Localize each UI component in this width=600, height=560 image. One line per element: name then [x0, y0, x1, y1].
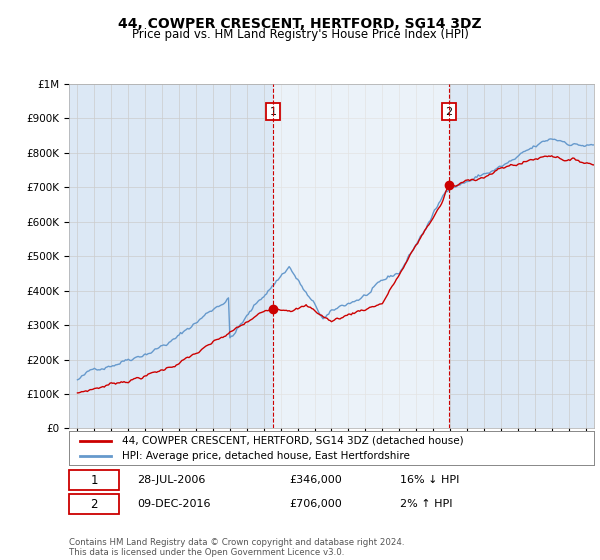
Text: 16% ↓ HPI: 16% ↓ HPI	[400, 475, 459, 485]
Text: 09-DEC-2016: 09-DEC-2016	[137, 500, 211, 510]
Text: 1: 1	[91, 474, 98, 487]
Text: 28-JUL-2006: 28-JUL-2006	[137, 475, 206, 485]
FancyBboxPatch shape	[69, 470, 119, 491]
FancyBboxPatch shape	[69, 494, 119, 515]
Text: 44, COWPER CRESCENT, HERTFORD, SG14 3DZ (detached house): 44, COWPER CRESCENT, HERTFORD, SG14 3DZ …	[121, 436, 463, 446]
Text: £706,000: £706,000	[290, 500, 342, 510]
Text: 2: 2	[445, 106, 452, 116]
Text: 44, COWPER CRESCENT, HERTFORD, SG14 3DZ: 44, COWPER CRESCENT, HERTFORD, SG14 3DZ	[118, 17, 482, 31]
Text: Contains HM Land Registry data © Crown copyright and database right 2024.
This d: Contains HM Land Registry data © Crown c…	[69, 538, 404, 557]
Text: 1: 1	[270, 106, 277, 116]
Text: £346,000: £346,000	[290, 475, 342, 485]
Bar	[274, 84, 449, 428]
Text: 2: 2	[91, 498, 98, 511]
Text: Price paid vs. HM Land Registry's House Price Index (HPI): Price paid vs. HM Land Registry's House …	[131, 28, 469, 41]
Text: 2% ↑ HPI: 2% ↑ HPI	[400, 500, 452, 510]
Text: HPI: Average price, detached house, East Hertfordshire: HPI: Average price, detached house, East…	[121, 451, 409, 461]
